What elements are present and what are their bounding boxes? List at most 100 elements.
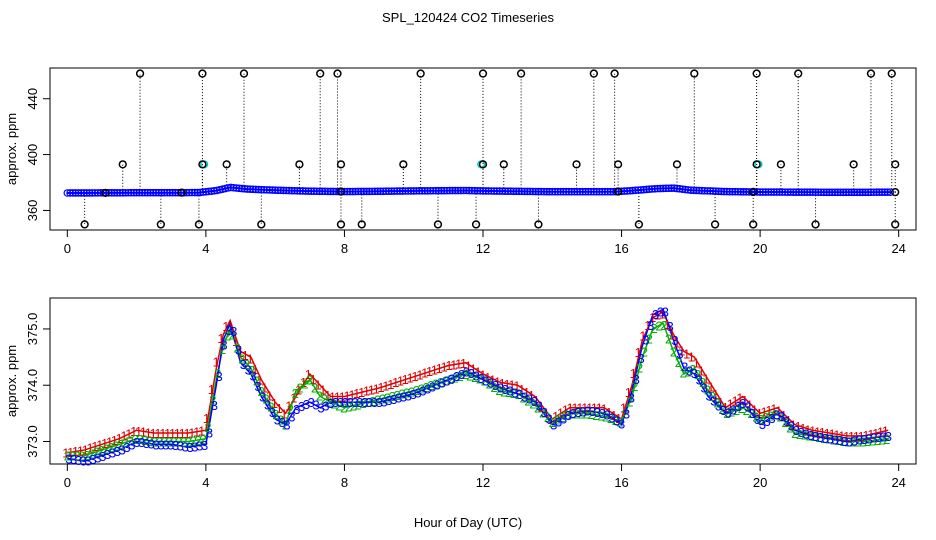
- bottom-series-marker-3: 3: [405, 388, 412, 403]
- bottom-series-marker-3: 3: [419, 384, 426, 399]
- bottom-series-marker-1: 1: [72, 444, 79, 459]
- bottom-series-marker-3: 3: [162, 437, 169, 452]
- bottom-series-marker-2: 2: [355, 397, 362, 412]
- bottom-series-marker-3: 3: [768, 411, 775, 426]
- bottom-series-marker-2: 2: [738, 401, 745, 416]
- bottom-x-tick-label: 12: [476, 475, 490, 490]
- bottom-series-marker-2: 2: [195, 433, 202, 448]
- bottom-series-marker-1: 1: [82, 442, 89, 457]
- bottom-series-marker-3: 3: [216, 369, 223, 384]
- bottom-series-marker-2: 2: [330, 397, 337, 412]
- bottom-series-marker-2: 2: [854, 434, 861, 449]
- bottom-series-marker-2: 2: [699, 375, 706, 390]
- bottom-series-marker-2: 2: [384, 390, 391, 405]
- bottom-series-marker-3: 3: [303, 397, 310, 412]
- bottom-series-marker-1: 1: [489, 372, 496, 387]
- top-outlier-low: [634, 220, 644, 229]
- bottom-series-marker-2: 2: [815, 430, 822, 445]
- bottom-series-marker-1: 1: [348, 387, 355, 402]
- top-outlier-mid: [672, 160, 682, 169]
- bottom-series-marker-2: 2: [214, 366, 221, 381]
- bottom-series-marker-1: 1: [319, 383, 326, 398]
- bottom-series-marker-3: 3: [710, 394, 717, 409]
- bottom-series-marker-3: 3: [240, 357, 247, 372]
- bottom-series-marker-1: 1: [533, 393, 540, 408]
- bottom-series-marker-3: 3: [463, 364, 470, 379]
- bottom-series-marker-3: 3: [186, 440, 193, 455]
- bottom-series-marker-3: 3: [671, 333, 678, 348]
- top-outlier-low: [80, 220, 89, 229]
- bottom-series-marker-2: 2: [791, 426, 798, 441]
- bottom-series-marker-1: 1: [528, 388, 535, 403]
- bottom-series-marker-1: 1: [431, 363, 438, 378]
- bottom-series-marker-3: 3: [836, 433, 843, 448]
- top-y-axis-label: approx. ppm: [4, 113, 19, 185]
- bottom-series-marker-2: 2: [263, 392, 270, 407]
- bottom-series-marker-2: 2: [102, 442, 109, 457]
- bottom-series-marker-3: 3: [172, 438, 179, 453]
- bottom-series-marker-2: 2: [321, 392, 328, 407]
- bottom-series-line-1: [67, 311, 889, 454]
- bottom-series-marker-1: 1: [232, 334, 239, 349]
- bottom-series-marker-3: 3: [502, 382, 509, 397]
- bottom-series-marker-1: 1: [310, 372, 317, 387]
- bottom-series-marker-2: 2: [69, 449, 76, 464]
- bottom-series-marker-3: 3: [827, 432, 834, 447]
- bottom-series-marker-2: 2: [423, 380, 430, 395]
- bottom-series-marker-3: 3: [516, 387, 523, 402]
- bottom-series-marker-3: 3: [152, 437, 159, 452]
- bottom-series-marker-2: 2: [709, 389, 716, 404]
- top-x-tick-label: 4: [202, 241, 209, 256]
- bottom-series-marker-1: 1: [634, 345, 641, 360]
- bottom-series-marker-3: 3: [264, 397, 271, 412]
- bottom-series-marker-3: 3: [570, 406, 577, 421]
- bottom-series-marker-3: 3: [191, 439, 198, 454]
- bottom-series-marker-2: 2: [432, 377, 439, 392]
- bottom-series-marker-2: 2: [219, 342, 226, 357]
- bottom-series-marker-1: 1: [149, 426, 156, 441]
- top-outlier-low: [257, 220, 266, 229]
- bottom-series-marker-2: 2: [190, 434, 197, 449]
- bottom-series-marker-3: 3: [308, 395, 315, 410]
- bottom-series-marker-2: 2: [878, 432, 885, 447]
- bottom-series-marker-1: 1: [164, 426, 171, 441]
- bottom-x-tick-label: 0: [64, 475, 71, 490]
- bottom-series-marker-3: 3: [443, 374, 450, 389]
- bottom-series-marker-1: 1: [387, 377, 394, 392]
- bottom-series-marker-3: 3: [521, 389, 528, 404]
- bottom-series-marker-3: 3: [531, 394, 538, 409]
- bottom-series-marker-2: 2: [83, 448, 90, 463]
- bottom-series-marker-3: 3: [880, 430, 887, 445]
- bottom-series-marker-3: 3: [599, 406, 606, 421]
- bottom-series-marker-2: 2: [777, 410, 784, 425]
- bottom-series-marker-2: 2: [539, 405, 546, 420]
- bottom-series-marker-1: 1: [198, 424, 205, 439]
- bottom-series-marker-1: 1: [508, 378, 515, 393]
- bottom-series-marker-3: 3: [279, 415, 286, 430]
- bottom-series-marker-3: 3: [492, 378, 499, 393]
- bottom-series-marker-2: 2: [723, 406, 730, 421]
- bottom-series-marker-2: 2: [132, 432, 139, 447]
- bottom-series-marker-2: 2: [248, 363, 255, 378]
- bottom-series-marker-2: 2: [636, 361, 643, 376]
- bottom-series-marker-3: 3: [861, 432, 868, 447]
- bottom-series-marker-2: 2: [573, 406, 580, 421]
- bottom-series-marker-1: 1: [615, 411, 622, 426]
- bottom-series-marker-3: 3: [448, 372, 455, 387]
- bottom-series-marker-3: 3: [657, 305, 664, 320]
- bottom-series-marker-3: 3: [361, 395, 368, 410]
- bottom-series-marker-3: 3: [511, 385, 518, 400]
- bottom-series-marker-2: 2: [510, 386, 517, 401]
- bottom-series-marker-2: 2: [520, 390, 527, 405]
- bottom-series-marker-3: 3: [851, 433, 858, 448]
- bottom-series-marker-3: 3: [366, 395, 373, 410]
- bottom-series-marker-1: 1: [620, 401, 627, 416]
- bottom-series-marker-3: 3: [507, 384, 514, 399]
- bottom-series-marker-1: 1: [436, 361, 443, 376]
- bottom-series-marker-2: 2: [617, 414, 624, 429]
- bottom-series-marker-2: 2: [199, 432, 206, 447]
- bottom-series-marker-3: 3: [196, 439, 203, 454]
- bottom-series-marker-1: 1: [329, 389, 336, 404]
- top-y-tick-label: 400: [25, 144, 40, 166]
- bottom-series-marker-3: 3: [560, 411, 567, 426]
